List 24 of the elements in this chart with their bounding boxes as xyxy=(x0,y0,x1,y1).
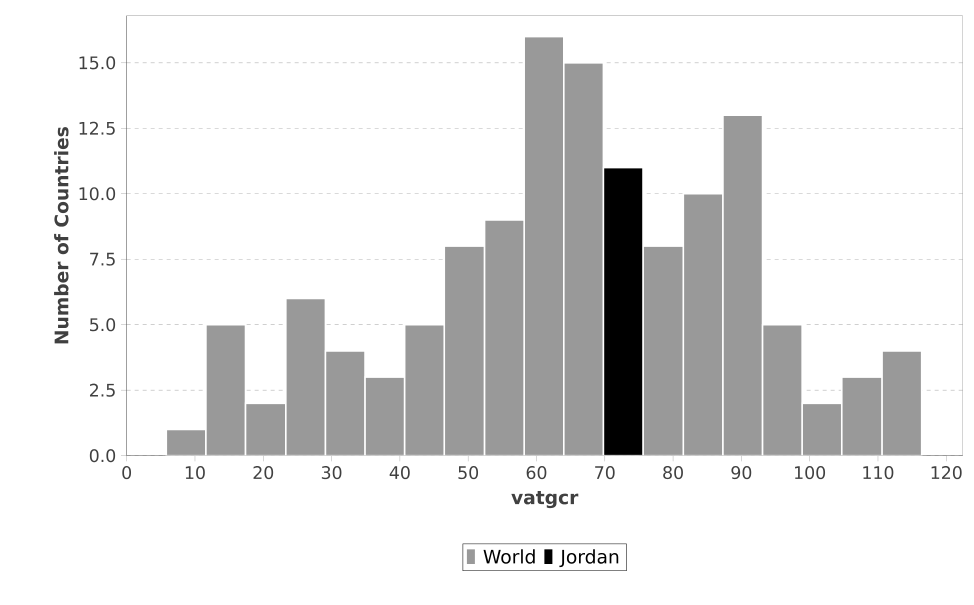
y-tick-label: 15.0 xyxy=(80,56,116,70)
y-tick-label: 5.0 xyxy=(90,318,116,332)
y-tick-label: 2.5 xyxy=(90,384,115,397)
x-tick-label: 120 xyxy=(932,466,962,480)
legend-label: World xyxy=(484,549,535,564)
y-tick-label: 10.0 xyxy=(80,187,116,200)
y-tick-label: 12.5 xyxy=(80,122,115,135)
x-tick-label: 60 xyxy=(526,466,546,480)
x-tick-label: 20 xyxy=(254,466,274,480)
x-tick-label: 50 xyxy=(458,466,478,480)
legend-label: Jordan xyxy=(559,549,618,568)
y-tick-label: 7.5 xyxy=(90,252,115,266)
x-tick-label: 100 xyxy=(795,466,826,480)
x-tick-label: 110 xyxy=(863,466,894,480)
x-tick-label: 30 xyxy=(322,466,342,480)
x-axis-title: vatgcr xyxy=(511,490,578,508)
y-axis-title: Number of Countries xyxy=(54,127,69,344)
x-tick-label: 70 xyxy=(595,466,615,480)
x-tick-label: 0 xyxy=(122,466,132,480)
x-tick-label: 10 xyxy=(186,466,205,480)
y-tick-label: 0.0 xyxy=(90,449,116,462)
x-tick-label: 80 xyxy=(663,466,683,480)
x-tick-label: 40 xyxy=(390,466,410,480)
x-tick-label: 90 xyxy=(731,466,752,480)
